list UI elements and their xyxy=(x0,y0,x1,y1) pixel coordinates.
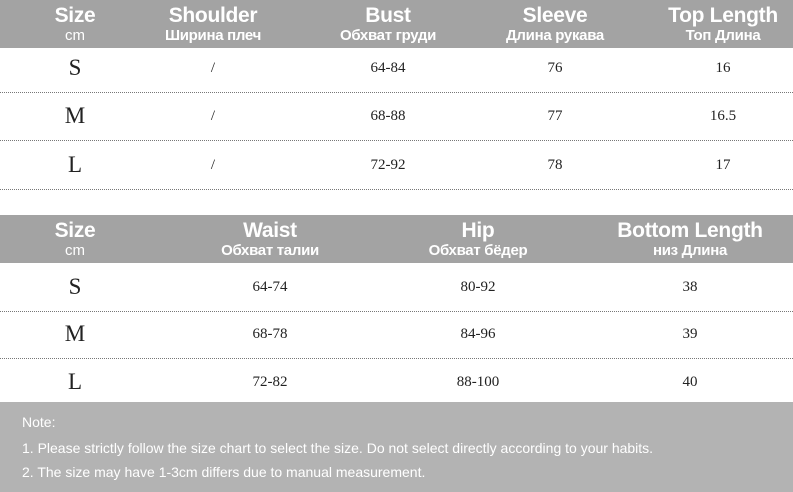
size-cell: M xyxy=(64,321,86,346)
header-sublabel: cm xyxy=(64,242,85,259)
header-label: Size xyxy=(54,219,96,242)
size-cell: M xyxy=(64,103,86,128)
value-cell: 64-74 xyxy=(252,279,288,295)
value-cell: 38 xyxy=(682,279,698,295)
header-label: Size xyxy=(54,4,96,27)
table-row: M / 68-88 77 16.5 xyxy=(0,92,793,141)
header-sublabel: низ Длина xyxy=(652,242,728,259)
table-row: S 64-74 80-92 38 xyxy=(0,263,793,312)
value-cell: 40 xyxy=(682,374,698,390)
header-label: Top Length xyxy=(668,4,778,27)
header-sublabel: Обхват бёдер xyxy=(428,242,528,259)
header-sublabel: Длина рукава xyxy=(506,27,604,44)
column-header: Bottom Length низ Длина xyxy=(617,215,763,259)
table-header: Size cm Waist Обхват талии Hip Обхват бёдер Bo… xyxy=(0,215,793,263)
value-cell: 68-78 xyxy=(252,326,288,342)
value-cell: 16 xyxy=(715,60,731,76)
column-header: Waist Обхват талии xyxy=(221,215,319,259)
value-cell: 68-88 xyxy=(370,108,406,124)
value-cell: 16.5 xyxy=(709,108,737,124)
table-row: M 68-78 84-96 39 xyxy=(0,310,793,359)
value-cell: 17 xyxy=(715,157,731,173)
size-cell: L xyxy=(67,152,83,177)
note-section: Note: 1. Please strictly follow the size… xyxy=(0,402,793,492)
column-header: Shoulder Ширина плеч xyxy=(165,0,261,44)
table-row: L 72-82 88-100 40 xyxy=(0,358,793,407)
value-cell: 80-92 xyxy=(460,279,496,295)
column-header: Sleeve Длина рукава xyxy=(506,0,604,44)
size-cell: L xyxy=(67,369,83,394)
column-header: Size cm xyxy=(55,0,96,44)
header-label: Sleeve xyxy=(522,4,588,27)
column-header: Bust Обхват груди xyxy=(340,0,436,44)
table-row: L / 72-92 78 17 xyxy=(0,141,793,190)
value-cell: 88-100 xyxy=(456,374,500,390)
header-sublabel: Обхват груди xyxy=(339,27,437,44)
size-cell: S xyxy=(68,55,82,80)
header-label: Bottom Length xyxy=(617,219,763,242)
table-header: Size cm Shoulder Ширина плеч Bust Обхват груд… xyxy=(0,0,793,48)
value-cell: / xyxy=(210,60,216,76)
column-header: Top Length Топ Длина xyxy=(668,0,778,44)
value-cell: 72-92 xyxy=(370,157,406,173)
value-cell: 39 xyxy=(682,326,698,342)
header-label: Bust xyxy=(365,4,411,27)
header-sublabel: cm xyxy=(64,27,85,44)
value-cell: 78 xyxy=(547,157,563,173)
header-label: Shoulder xyxy=(168,4,258,27)
note-title: Note: xyxy=(22,414,56,430)
value-cell: / xyxy=(210,157,216,173)
note-line-2: 2. The size may have 1-3cm differs due t… xyxy=(22,464,426,480)
value-cell: 77 xyxy=(547,108,563,124)
column-header: Hip Обхват бёдер xyxy=(429,215,528,259)
header-sublabel: Ширина плеч xyxy=(164,27,262,44)
value-cell: 72-82 xyxy=(252,374,288,390)
note-line-1: 1. Please strictly follow the size chart… xyxy=(22,440,654,456)
header-label: Hip xyxy=(461,219,495,242)
value-cell: 64-84 xyxy=(370,60,406,76)
value-cell: 76 xyxy=(547,60,563,76)
header-label: Waist xyxy=(243,219,297,242)
header-sublabel: Обхват талии xyxy=(221,242,319,259)
column-header: Size cm xyxy=(55,215,96,259)
value-cell: / xyxy=(210,108,216,124)
table-row: S / 64-84 76 16 xyxy=(0,44,793,93)
value-cell: 84-96 xyxy=(460,326,496,342)
header-sublabel: Топ Длина xyxy=(685,27,761,44)
size-cell: S xyxy=(68,274,82,299)
